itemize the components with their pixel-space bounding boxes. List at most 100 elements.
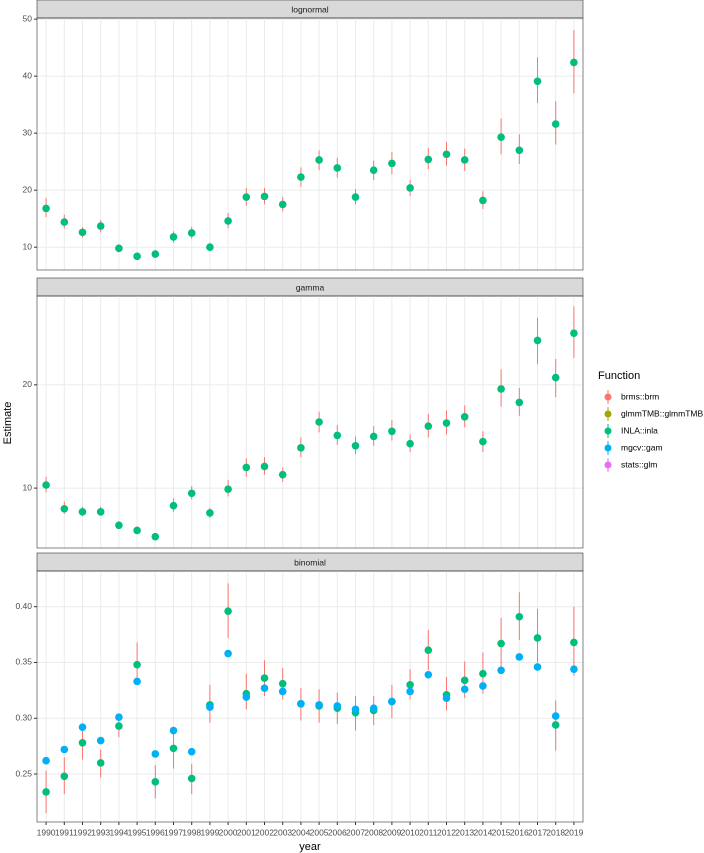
x-tick-label: 2014 [473,827,492,837]
point [424,422,433,430]
legend-key-point [604,444,612,452]
point [570,329,578,337]
point [570,58,578,67]
point [479,437,487,446]
point [333,431,342,440]
x-tick-label: 1991 [55,827,74,837]
y-tick-label: 10 [23,241,33,251]
legend-label: stats::glm [621,459,657,469]
point [133,660,141,669]
point [96,736,105,745]
x-tick-label: 1997 [164,827,183,837]
y-tick-label: 40 [23,70,33,80]
point [60,745,69,754]
x-tick-label: 1994 [109,827,128,837]
x-tick-label: 2012 [437,827,456,837]
x-tick-label: 2013 [455,827,474,837]
point [151,532,160,541]
point [224,649,232,658]
point [78,508,87,516]
point [515,612,524,621]
point [333,164,342,172]
point [242,693,251,701]
point [42,204,50,213]
point [460,685,469,694]
point [224,485,232,493]
legend-label: glmmTMB::glmmTMB [621,408,703,418]
point [315,156,323,164]
y-tick-label: 20 [23,184,33,194]
y-tick-label: 0.30 [15,713,32,723]
legend-key-point [604,393,612,401]
point [42,788,50,796]
point [333,702,342,710]
point [497,639,505,648]
point [260,462,269,471]
y-tick-label: 30 [23,127,33,137]
x-tick-label: 2008 [364,827,383,837]
point [315,701,323,709]
point [570,665,578,673]
x-tick-label: 2018 [546,827,565,837]
legend-key-point [604,427,612,435]
point [42,481,50,489]
point [260,684,269,692]
point [206,509,214,517]
x-tick-label: 1995 [128,827,147,837]
point [369,704,378,713]
point [133,526,141,535]
point [533,77,542,86]
x-tick-label: 2019 [564,827,583,837]
point [115,713,123,721]
point [151,750,160,758]
point [551,120,560,128]
point [551,373,560,382]
point [351,193,360,201]
point [497,385,505,393]
x-tick-label: 2002 [255,827,274,837]
point [278,200,287,209]
x-tick-label: 1993 [91,827,110,837]
point [60,504,69,513]
point [224,607,232,615]
point [479,669,487,678]
point [460,676,469,685]
point [151,250,160,258]
strip-title: binomial [294,557,326,567]
point [278,679,287,688]
x-tick-label: 1998 [182,827,201,837]
point [187,229,196,237]
point [169,726,178,735]
point [60,218,69,226]
point [533,663,542,671]
point [169,501,178,510]
point [479,196,487,205]
legend-title: Function [598,370,640,382]
point [515,398,524,407]
point [115,722,123,730]
point [497,666,505,675]
point [206,243,214,251]
point [278,687,287,696]
x-tick-label: 2017 [528,827,547,837]
x-tick-label: 2007 [346,827,365,837]
x-tick-label: 1992 [73,827,92,837]
panel-border [36,17,584,271]
point [515,146,524,155]
point [442,419,451,427]
point [242,463,251,472]
point [388,159,396,168]
x-tick-label: 1990 [37,827,56,837]
x-tick-label: 2015 [492,827,511,837]
x-tick-label: 2001 [237,827,256,837]
point [533,336,542,345]
y-tick-label: 0.25 [15,768,32,778]
point [96,508,105,516]
point [406,184,414,192]
point [297,173,305,181]
point [78,723,87,731]
point [388,427,396,436]
point [442,150,451,159]
x-tick-label: 2010 [401,827,420,837]
